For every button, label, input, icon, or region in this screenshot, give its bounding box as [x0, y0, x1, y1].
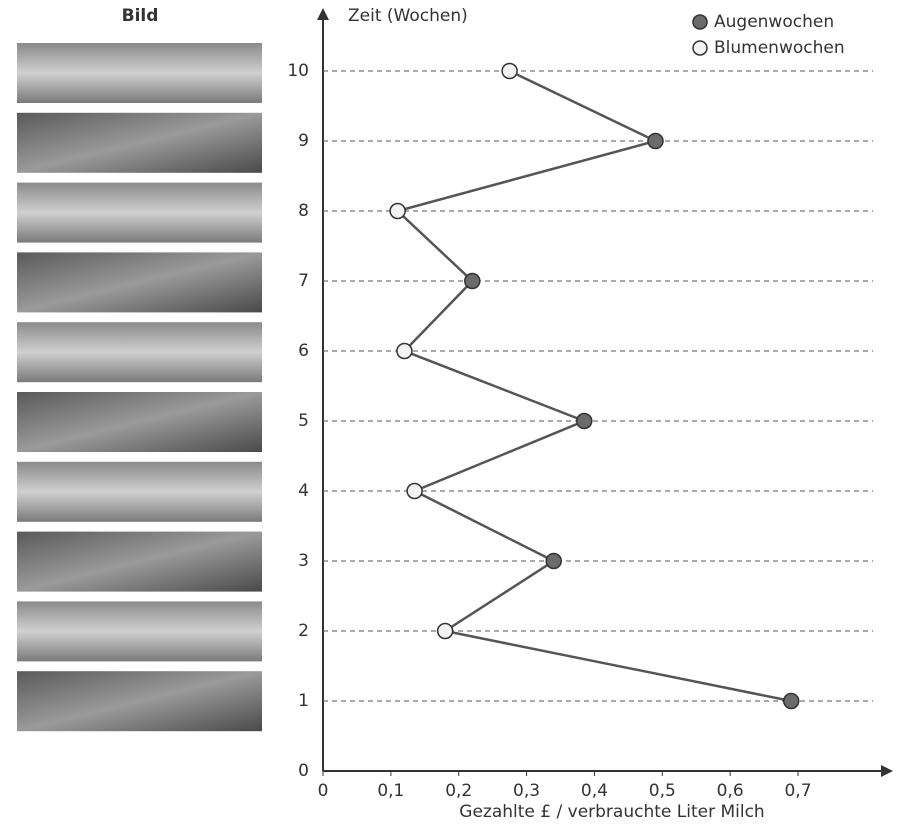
data-point	[407, 484, 422, 499]
chart: Bild Zeit (Wochen) Gezahlte £ / verbrauc…	[0, 0, 902, 832]
x-tick-label: 0,2	[445, 781, 472, 801]
picture	[17, 252, 262, 312]
y-axis-label: Zeit (Wochen)	[348, 6, 468, 26]
picture	[17, 462, 262, 522]
data-point	[546, 554, 561, 569]
x-tick-label: 0,5	[649, 781, 676, 801]
y-tick-label: 1	[298, 691, 309, 711]
y-tick-label: 7	[298, 271, 309, 291]
picture	[17, 322, 262, 382]
data-point	[397, 344, 412, 359]
connecting-line	[398, 71, 792, 701]
data-point	[438, 624, 453, 639]
legend-marker	[693, 15, 707, 29]
picture	[17, 671, 262, 731]
legend-label: Blumenwochen	[714, 38, 845, 58]
data-point	[577, 414, 592, 429]
y-tick-label: 6	[298, 341, 309, 361]
picture	[17, 113, 262, 173]
y-tick-label: 2	[298, 621, 309, 641]
image-column-title: Bild	[122, 6, 159, 26]
picture	[17, 532, 262, 592]
x-tick-label: 0	[318, 781, 329, 801]
y-tick-label: 9	[298, 131, 309, 151]
picture	[17, 392, 262, 452]
picture	[17, 601, 262, 661]
x-tick-label: 0,7	[784, 781, 811, 801]
picture	[17, 183, 262, 243]
x-tick-label: 0,1	[377, 781, 404, 801]
y-tick-label: 0	[298, 761, 309, 781]
y-tick-label: 8	[298, 201, 309, 221]
y-tick-label: 5	[298, 411, 309, 431]
y-axis-arrow	[317, 8, 329, 20]
y-tick-label: 3	[298, 551, 309, 571]
picture	[17, 43, 262, 103]
data-point	[390, 204, 405, 219]
y-tick-label: 4	[298, 481, 309, 501]
legend-label: Augenwochen	[714, 12, 834, 32]
data-point	[465, 274, 480, 289]
x-tick-label: 0,4	[581, 781, 608, 801]
x-tick-label: 0,6	[717, 781, 744, 801]
x-axis-arrow	[881, 765, 893, 777]
page: Bild Zeit (Wochen) Gezahlte £ / verbrauc…	[0, 0, 902, 832]
legend-marker	[693, 41, 707, 55]
y-tick-label: 10	[287, 61, 309, 81]
data-point	[648, 134, 663, 149]
x-tick-label: 0,3	[513, 781, 540, 801]
image-strip	[17, 43, 262, 731]
x-axis-label: Gezahlte £ / verbrauchte Liter Milch	[459, 802, 764, 822]
data-point	[784, 694, 799, 709]
data-point	[502, 64, 517, 79]
